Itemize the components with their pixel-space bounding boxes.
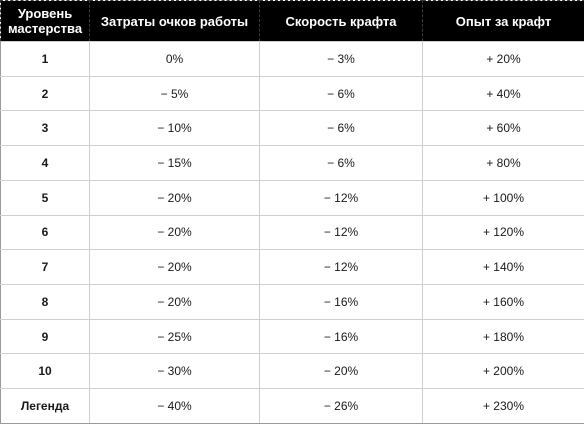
header-craft-speed: Скорость крафта: [259, 0, 423, 42]
work-cost-cell: − 30%: [89, 353, 260, 390]
table-row: 2− 5% − 6% + 40%: [0, 75, 584, 112]
work-cost-cell: − 10%: [89, 110, 260, 147]
work-cost-cell: − 25%: [89, 318, 260, 355]
level-cell: 10: [0, 353, 90, 390]
craft-speed-cell: − 6%: [259, 145, 423, 181]
level-cell: 9: [0, 318, 90, 355]
craft-speed-cell: − 12%: [259, 249, 423, 286]
craft-xp-cell: + 180%: [422, 318, 584, 355]
level-cell: 2: [0, 75, 90, 112]
table-row: 6− 20% − 12% + 120%: [0, 214, 584, 251]
table-row: 9− 25% − 16% + 180%: [0, 318, 584, 355]
craft-xp-cell: + 60%: [422, 110, 584, 147]
work-cost-cell: − 20%: [89, 284, 260, 320]
table-row: 4− 15% − 6% + 80%: [0, 145, 584, 181]
level-cell: 7: [0, 249, 90, 286]
table-row: 5− 20% − 12% + 100%: [0, 179, 584, 216]
header-level: Уровень мастерства: [0, 0, 90, 42]
table-body: 1 0% − 3% + 20% 2− 5% − 6% + 40% 3− 10% − 6% + 60…: [0, 41, 584, 424]
craft-speed-cell: − 3%: [259, 41, 423, 77]
table-row: 1 0% − 3% + 20%: [0, 41, 584, 77]
table-row: 3− 10% − 6% + 60%: [0, 110, 584, 147]
craft-speed-cell: − 12%: [259, 214, 423, 251]
table-row: 7− 20% − 12% + 140%: [0, 249, 584, 286]
craft-speed-cell: − 16%: [259, 284, 423, 320]
craft-xp-cell: + 40%: [422, 75, 584, 112]
work-cost-cell: − 20%: [89, 179, 260, 216]
level-cell: Легенда: [0, 388, 90, 424]
level-cell: 5: [0, 179, 90, 216]
header-level-line1: Уровень: [17, 6, 73, 21]
craft-xp-cell: + 140%: [422, 249, 584, 286]
table-row: Легенда − 40% − 26% + 230%: [0, 388, 584, 424]
level-cell: 4: [0, 145, 90, 181]
table-header: Уровень мастерства Затраты очков работы …: [0, 0, 584, 42]
craft-speed-cell: − 12%: [259, 179, 423, 216]
craft-xp-cell: + 120%: [422, 214, 584, 251]
header-level-line2: мастерства: [7, 21, 83, 36]
craft-xp-cell: + 80%: [422, 145, 584, 181]
level-cell: 1: [0, 41, 90, 77]
craft-speed-cell: − 26%: [259, 388, 423, 424]
craft-speed-cell: − 6%: [259, 75, 423, 112]
craft-xp-cell: + 230%: [422, 388, 584, 424]
craft-speed-cell: − 20%: [259, 353, 423, 390]
work-cost-cell: − 15%: [89, 145, 260, 181]
level-cell: 6: [0, 214, 90, 251]
craft-xp-cell: + 160%: [422, 284, 584, 320]
work-cost-cell: − 40%: [89, 388, 260, 424]
craft-speed-cell: − 16%: [259, 318, 423, 355]
work-cost-cell: 0%: [89, 41, 260, 77]
level-cell: 3: [0, 110, 90, 147]
header-row: Уровень мастерства Затраты очков работы …: [0, 0, 584, 42]
level-cell: 8: [0, 284, 90, 320]
craft-speed-cell: − 6%: [259, 110, 423, 147]
craft-xp-cell: + 200%: [422, 353, 584, 390]
work-cost-cell: − 5%: [89, 75, 260, 112]
table-row: 8− 20% − 16% + 160%: [0, 284, 584, 320]
work-cost-cell: − 20%: [89, 214, 260, 251]
header-craft-xp: Опыт за крафт: [422, 0, 584, 42]
work-cost-cell: − 20%: [89, 249, 260, 286]
craft-xp-cell: + 100%: [422, 179, 584, 216]
header-work-cost: Затраты очков работы: [89, 0, 260, 42]
craft-xp-cell: + 20%: [422, 41, 584, 77]
table-row: 10− 30% − 20% + 200%: [0, 353, 584, 390]
